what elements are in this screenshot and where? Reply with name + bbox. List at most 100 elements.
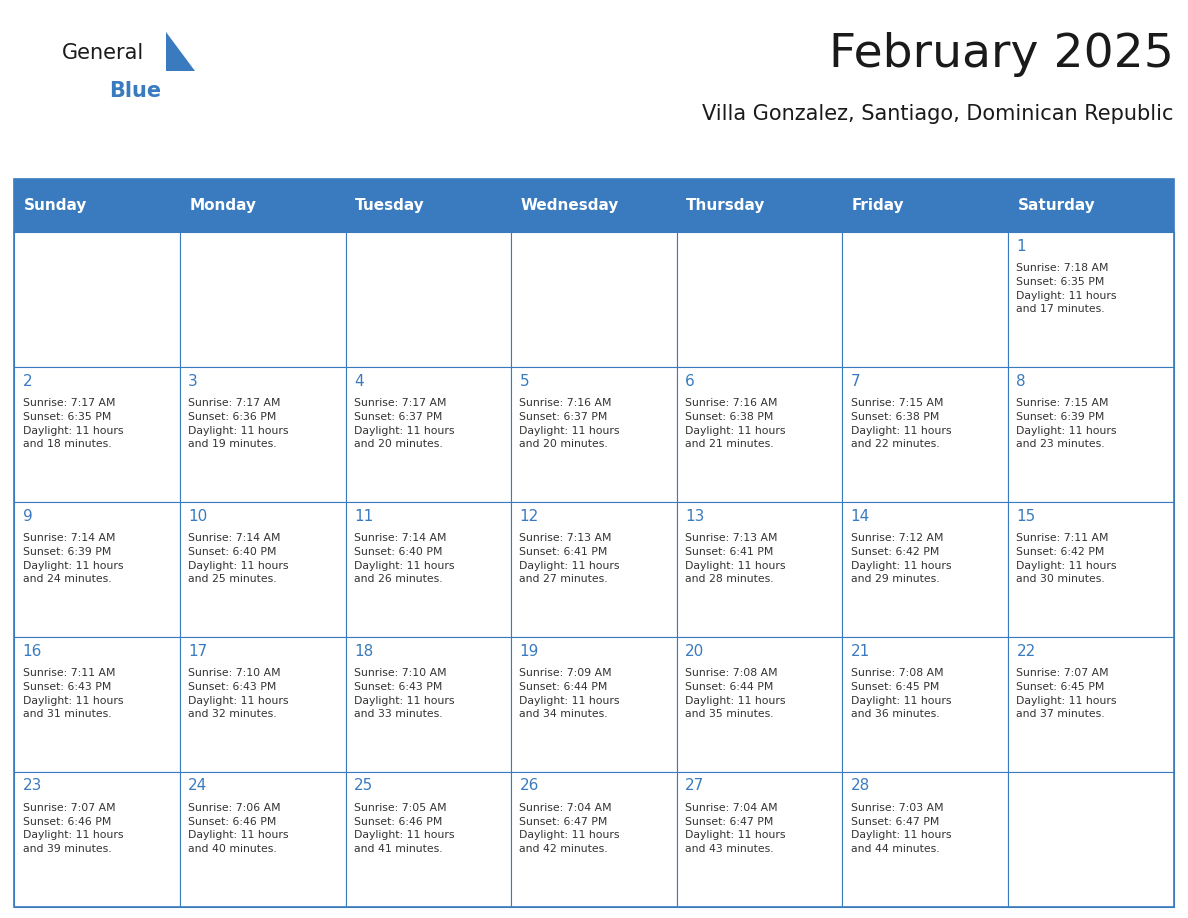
Text: 4: 4 bbox=[354, 374, 364, 388]
Bar bbox=[677, 637, 842, 772]
Bar bbox=[179, 502, 346, 637]
Bar bbox=[511, 502, 677, 637]
Bar bbox=[511, 367, 677, 502]
Text: 20: 20 bbox=[685, 644, 704, 658]
Bar bbox=[346, 772, 511, 907]
Bar bbox=[346, 637, 511, 772]
Text: Blue: Blue bbox=[109, 81, 162, 101]
Text: 25: 25 bbox=[354, 778, 373, 793]
Text: General: General bbox=[62, 43, 144, 63]
Text: Sunrise: 7:11 AM
Sunset: 6:42 PM
Daylight: 11 hours
and 30 minutes.: Sunrise: 7:11 AM Sunset: 6:42 PM Dayligh… bbox=[1017, 533, 1117, 584]
Text: 18: 18 bbox=[354, 644, 373, 658]
Text: Friday: Friday bbox=[852, 198, 904, 213]
Text: Sunrise: 7:13 AM
Sunset: 6:41 PM
Daylight: 11 hours
and 27 minutes.: Sunrise: 7:13 AM Sunset: 6:41 PM Dayligh… bbox=[519, 533, 620, 584]
Text: Sunrise: 7:10 AM
Sunset: 6:43 PM
Daylight: 11 hours
and 32 minutes.: Sunrise: 7:10 AM Sunset: 6:43 PM Dayligh… bbox=[188, 668, 289, 719]
Text: 26: 26 bbox=[519, 778, 539, 793]
Bar bbox=[179, 367, 346, 502]
Text: Sunrise: 7:08 AM
Sunset: 6:44 PM
Daylight: 11 hours
and 35 minutes.: Sunrise: 7:08 AM Sunset: 6:44 PM Dayligh… bbox=[685, 668, 785, 719]
Bar bbox=[677, 772, 842, 907]
Text: Sunrise: 7:10 AM
Sunset: 6:43 PM
Daylight: 11 hours
and 33 minutes.: Sunrise: 7:10 AM Sunset: 6:43 PM Dayligh… bbox=[354, 668, 454, 719]
Text: Sunrise: 7:09 AM
Sunset: 6:44 PM
Daylight: 11 hours
and 34 minutes.: Sunrise: 7:09 AM Sunset: 6:44 PM Dayligh… bbox=[519, 668, 620, 719]
Text: 14: 14 bbox=[851, 509, 870, 523]
Text: Sunrise: 7:04 AM
Sunset: 6:47 PM
Daylight: 11 hours
and 42 minutes.: Sunrise: 7:04 AM Sunset: 6:47 PM Dayligh… bbox=[519, 803, 620, 854]
Bar bbox=[842, 772, 1009, 907]
Text: 21: 21 bbox=[851, 644, 870, 658]
Text: 3: 3 bbox=[188, 374, 198, 388]
Text: Sunrise: 7:14 AM
Sunset: 6:40 PM
Daylight: 11 hours
and 25 minutes.: Sunrise: 7:14 AM Sunset: 6:40 PM Dayligh… bbox=[188, 533, 289, 584]
Bar bbox=[1009, 232, 1174, 367]
Text: Monday: Monday bbox=[189, 198, 257, 213]
Text: Sunrise: 7:14 AM
Sunset: 6:40 PM
Daylight: 11 hours
and 26 minutes.: Sunrise: 7:14 AM Sunset: 6:40 PM Dayligh… bbox=[354, 533, 454, 584]
Text: 2: 2 bbox=[23, 374, 32, 388]
Text: 7: 7 bbox=[851, 374, 860, 388]
Text: 10: 10 bbox=[188, 509, 208, 523]
Text: February 2025: February 2025 bbox=[829, 32, 1174, 77]
Text: 1: 1 bbox=[1017, 239, 1026, 253]
Text: Sunrise: 7:15 AM
Sunset: 6:38 PM
Daylight: 11 hours
and 22 minutes.: Sunrise: 7:15 AM Sunset: 6:38 PM Dayligh… bbox=[851, 398, 952, 449]
Text: 13: 13 bbox=[685, 509, 704, 523]
Text: Sunrise: 7:08 AM
Sunset: 6:45 PM
Daylight: 11 hours
and 36 minutes.: Sunrise: 7:08 AM Sunset: 6:45 PM Dayligh… bbox=[851, 668, 952, 719]
Bar bbox=[346, 367, 511, 502]
Bar bbox=[14, 232, 1174, 907]
Bar bbox=[346, 502, 511, 637]
Bar bbox=[14, 179, 1174, 232]
Bar bbox=[677, 232, 842, 367]
Text: Sunrise: 7:13 AM
Sunset: 6:41 PM
Daylight: 11 hours
and 28 minutes.: Sunrise: 7:13 AM Sunset: 6:41 PM Dayligh… bbox=[685, 533, 785, 584]
Bar bbox=[842, 232, 1009, 367]
Text: 11: 11 bbox=[354, 509, 373, 523]
Text: 16: 16 bbox=[23, 644, 42, 658]
Text: Wednesday: Wednesday bbox=[520, 198, 619, 213]
Text: Sunrise: 7:16 AM
Sunset: 6:37 PM
Daylight: 11 hours
and 20 minutes.: Sunrise: 7:16 AM Sunset: 6:37 PM Dayligh… bbox=[519, 398, 620, 449]
Text: Villa Gonzalez, Santiago, Dominican Republic: Villa Gonzalez, Santiago, Dominican Repu… bbox=[702, 104, 1174, 124]
Text: 17: 17 bbox=[188, 644, 208, 658]
Bar bbox=[14, 772, 179, 907]
Text: Sunrise: 7:16 AM
Sunset: 6:38 PM
Daylight: 11 hours
and 21 minutes.: Sunrise: 7:16 AM Sunset: 6:38 PM Dayligh… bbox=[685, 398, 785, 449]
Text: Sunrise: 7:18 AM
Sunset: 6:35 PM
Daylight: 11 hours
and 17 minutes.: Sunrise: 7:18 AM Sunset: 6:35 PM Dayligh… bbox=[1017, 263, 1117, 314]
Text: Sunrise: 7:04 AM
Sunset: 6:47 PM
Daylight: 11 hours
and 43 minutes.: Sunrise: 7:04 AM Sunset: 6:47 PM Dayligh… bbox=[685, 803, 785, 854]
Text: Thursday: Thursday bbox=[687, 198, 766, 213]
Text: Sunrise: 7:05 AM
Sunset: 6:46 PM
Daylight: 11 hours
and 41 minutes.: Sunrise: 7:05 AM Sunset: 6:46 PM Dayligh… bbox=[354, 803, 454, 854]
Bar bbox=[1009, 502, 1174, 637]
Bar bbox=[842, 367, 1009, 502]
Text: 23: 23 bbox=[23, 778, 42, 793]
Text: Sunrise: 7:17 AM
Sunset: 6:36 PM
Daylight: 11 hours
and 19 minutes.: Sunrise: 7:17 AM Sunset: 6:36 PM Dayligh… bbox=[188, 398, 289, 449]
Bar bbox=[179, 772, 346, 907]
Bar bbox=[179, 232, 346, 367]
Bar bbox=[677, 367, 842, 502]
Text: Sunday: Sunday bbox=[24, 198, 87, 213]
Text: 19: 19 bbox=[519, 644, 539, 658]
Text: 6: 6 bbox=[685, 374, 695, 388]
Bar bbox=[346, 232, 511, 367]
Text: 27: 27 bbox=[685, 778, 704, 793]
Text: 15: 15 bbox=[1017, 509, 1036, 523]
Text: Sunrise: 7:07 AM
Sunset: 6:46 PM
Daylight: 11 hours
and 39 minutes.: Sunrise: 7:07 AM Sunset: 6:46 PM Dayligh… bbox=[23, 803, 124, 854]
Text: 28: 28 bbox=[851, 778, 870, 793]
Text: Sunrise: 7:14 AM
Sunset: 6:39 PM
Daylight: 11 hours
and 24 minutes.: Sunrise: 7:14 AM Sunset: 6:39 PM Dayligh… bbox=[23, 533, 124, 584]
Text: Sunrise: 7:15 AM
Sunset: 6:39 PM
Daylight: 11 hours
and 23 minutes.: Sunrise: 7:15 AM Sunset: 6:39 PM Dayligh… bbox=[1017, 398, 1117, 449]
Text: 24: 24 bbox=[188, 778, 208, 793]
Text: Sunrise: 7:11 AM
Sunset: 6:43 PM
Daylight: 11 hours
and 31 minutes.: Sunrise: 7:11 AM Sunset: 6:43 PM Dayligh… bbox=[23, 668, 124, 719]
Text: Sunrise: 7:12 AM
Sunset: 6:42 PM
Daylight: 11 hours
and 29 minutes.: Sunrise: 7:12 AM Sunset: 6:42 PM Dayligh… bbox=[851, 533, 952, 584]
Text: 22: 22 bbox=[1017, 644, 1036, 658]
Text: Sunrise: 7:06 AM
Sunset: 6:46 PM
Daylight: 11 hours
and 40 minutes.: Sunrise: 7:06 AM Sunset: 6:46 PM Dayligh… bbox=[188, 803, 289, 854]
Bar bbox=[511, 772, 677, 907]
Bar bbox=[677, 502, 842, 637]
Bar bbox=[511, 232, 677, 367]
Text: Sunrise: 7:17 AM
Sunset: 6:35 PM
Daylight: 11 hours
and 18 minutes.: Sunrise: 7:17 AM Sunset: 6:35 PM Dayligh… bbox=[23, 398, 124, 449]
Text: 8: 8 bbox=[1017, 374, 1026, 388]
Text: Sunrise: 7:17 AM
Sunset: 6:37 PM
Daylight: 11 hours
and 20 minutes.: Sunrise: 7:17 AM Sunset: 6:37 PM Dayligh… bbox=[354, 398, 454, 449]
Bar bbox=[1009, 367, 1174, 502]
Bar bbox=[179, 637, 346, 772]
Bar bbox=[14, 232, 179, 367]
Text: Sunrise: 7:03 AM
Sunset: 6:47 PM
Daylight: 11 hours
and 44 minutes.: Sunrise: 7:03 AM Sunset: 6:47 PM Dayligh… bbox=[851, 803, 952, 854]
Bar bbox=[1009, 772, 1174, 907]
Text: 12: 12 bbox=[519, 509, 538, 523]
Text: 5: 5 bbox=[519, 374, 529, 388]
Bar bbox=[14, 637, 179, 772]
Polygon shape bbox=[166, 32, 195, 71]
Text: Saturday: Saturday bbox=[1018, 198, 1095, 213]
Text: Sunrise: 7:07 AM
Sunset: 6:45 PM
Daylight: 11 hours
and 37 minutes.: Sunrise: 7:07 AM Sunset: 6:45 PM Dayligh… bbox=[1017, 668, 1117, 719]
Bar bbox=[14, 179, 1174, 232]
Bar bbox=[14, 367, 179, 502]
Bar bbox=[511, 637, 677, 772]
